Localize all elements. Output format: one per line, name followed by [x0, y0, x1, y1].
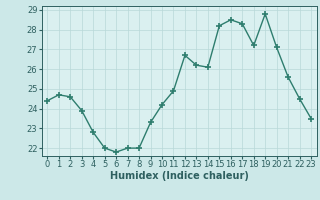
X-axis label: Humidex (Indice chaleur): Humidex (Indice chaleur) — [110, 171, 249, 181]
